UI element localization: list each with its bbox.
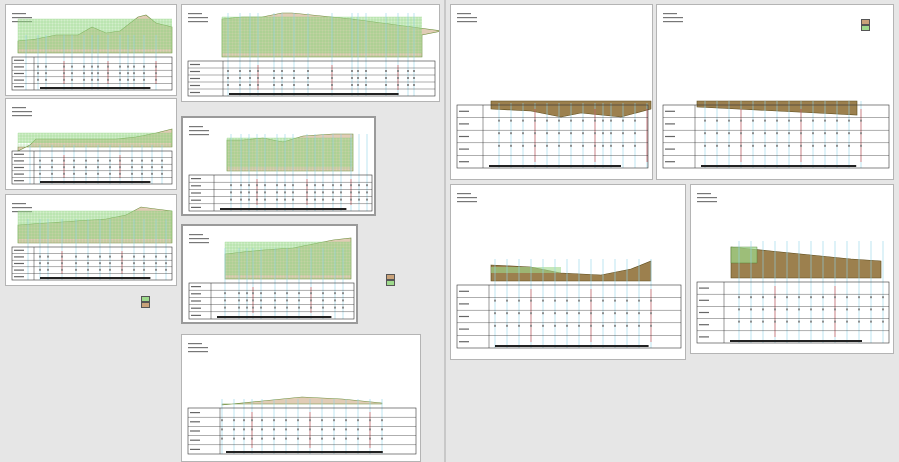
section-sheet-2[interactable] [5, 98, 177, 190]
section-sheet-5[interactable] [181, 116, 376, 216]
panel-divider [444, 0, 446, 462]
legend-swatch-icon [861, 19, 870, 25]
legend [861, 19, 872, 31]
section-sheet-6[interactable] [181, 224, 358, 324]
section-profile-icon [456, 13, 652, 169]
legend [386, 274, 397, 286]
section-sheet-9[interactable] [656, 4, 894, 180]
legend-swatch-icon [141, 296, 150, 302]
section-profile-icon [696, 193, 890, 344]
legend-swatch-icon [386, 280, 395, 286]
section-sheet-8[interactable] [450, 4, 653, 180]
section-profile-icon [188, 126, 373, 212]
legend-sheet [5, 290, 177, 330]
section-sheet-11[interactable] [690, 184, 894, 354]
legend-swatch-icon [141, 302, 150, 308]
section-profile-icon [11, 107, 173, 185]
legend [141, 296, 152, 308]
section-profile-icon [456, 193, 682, 349]
legend-swatch-icon [386, 274, 395, 280]
section-profile-icon [188, 234, 355, 320]
section-profile-icon [187, 343, 417, 455]
section-sheet-10[interactable] [450, 184, 686, 360]
section-sheet-3[interactable] [5, 194, 177, 286]
section-sheet-7[interactable] [181, 334, 421, 462]
legend-swatch-icon [861, 25, 870, 31]
section-profile-icon [11, 203, 173, 281]
section-sheet-4[interactable] [181, 4, 440, 102]
section-sheet-1[interactable] [5, 4, 177, 96]
section-profile-icon [662, 13, 890, 169]
section-profile-icon [187, 12, 439, 97]
section-profile-icon [11, 13, 173, 91]
